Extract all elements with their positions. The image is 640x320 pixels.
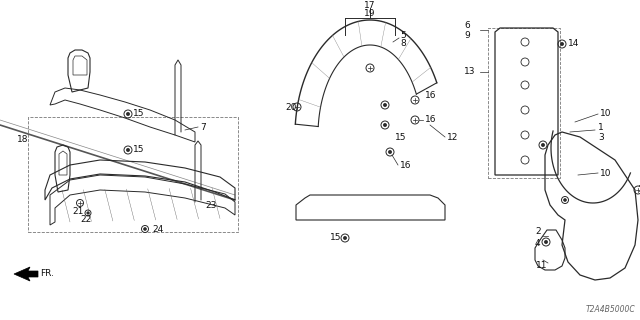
- Text: 21: 21: [72, 207, 83, 217]
- Text: 24: 24: [152, 225, 163, 234]
- Circle shape: [545, 240, 548, 244]
- Text: 10: 10: [638, 186, 640, 195]
- Text: 16: 16: [425, 92, 436, 100]
- Text: 10: 10: [600, 109, 611, 118]
- Text: 8: 8: [400, 38, 406, 47]
- Text: 23: 23: [205, 201, 216, 210]
- Text: 15: 15: [133, 146, 145, 155]
- Circle shape: [564, 199, 566, 201]
- Text: 3: 3: [598, 132, 604, 141]
- Text: FR.: FR.: [40, 269, 54, 278]
- Circle shape: [383, 103, 387, 107]
- Text: 10: 10: [600, 169, 611, 178]
- Text: 19: 19: [364, 9, 376, 18]
- Text: 11: 11: [536, 260, 547, 269]
- Circle shape: [127, 148, 129, 152]
- Text: 16: 16: [425, 116, 436, 124]
- Text: 18: 18: [17, 135, 28, 145]
- Bar: [28, 117, 238, 232]
- Bar: [488, 28, 560, 178]
- Text: 9: 9: [464, 31, 470, 41]
- Circle shape: [344, 236, 347, 240]
- Text: 13: 13: [464, 68, 476, 76]
- Circle shape: [388, 150, 392, 154]
- Text: 22: 22: [80, 215, 92, 225]
- Text: 6: 6: [464, 20, 470, 29]
- Text: 7: 7: [200, 123, 205, 132]
- Text: 5: 5: [400, 31, 406, 41]
- Text: 20: 20: [285, 102, 296, 111]
- Text: 15: 15: [133, 109, 145, 118]
- Circle shape: [541, 143, 545, 147]
- Text: 15: 15: [330, 234, 342, 243]
- Circle shape: [127, 112, 129, 116]
- Text: 15: 15: [395, 132, 406, 141]
- Text: 1: 1: [598, 123, 604, 132]
- Circle shape: [383, 124, 387, 127]
- Polygon shape: [14, 267, 38, 281]
- Text: 2: 2: [535, 228, 541, 236]
- Text: 17: 17: [364, 2, 376, 11]
- Circle shape: [87, 212, 89, 214]
- Text: T2A4B5000C: T2A4B5000C: [585, 305, 635, 314]
- Text: 12: 12: [447, 132, 458, 141]
- Circle shape: [561, 42, 564, 46]
- Text: 16: 16: [400, 161, 412, 170]
- Text: 4: 4: [535, 239, 541, 249]
- Text: 14: 14: [568, 39, 579, 49]
- Circle shape: [143, 228, 147, 230]
